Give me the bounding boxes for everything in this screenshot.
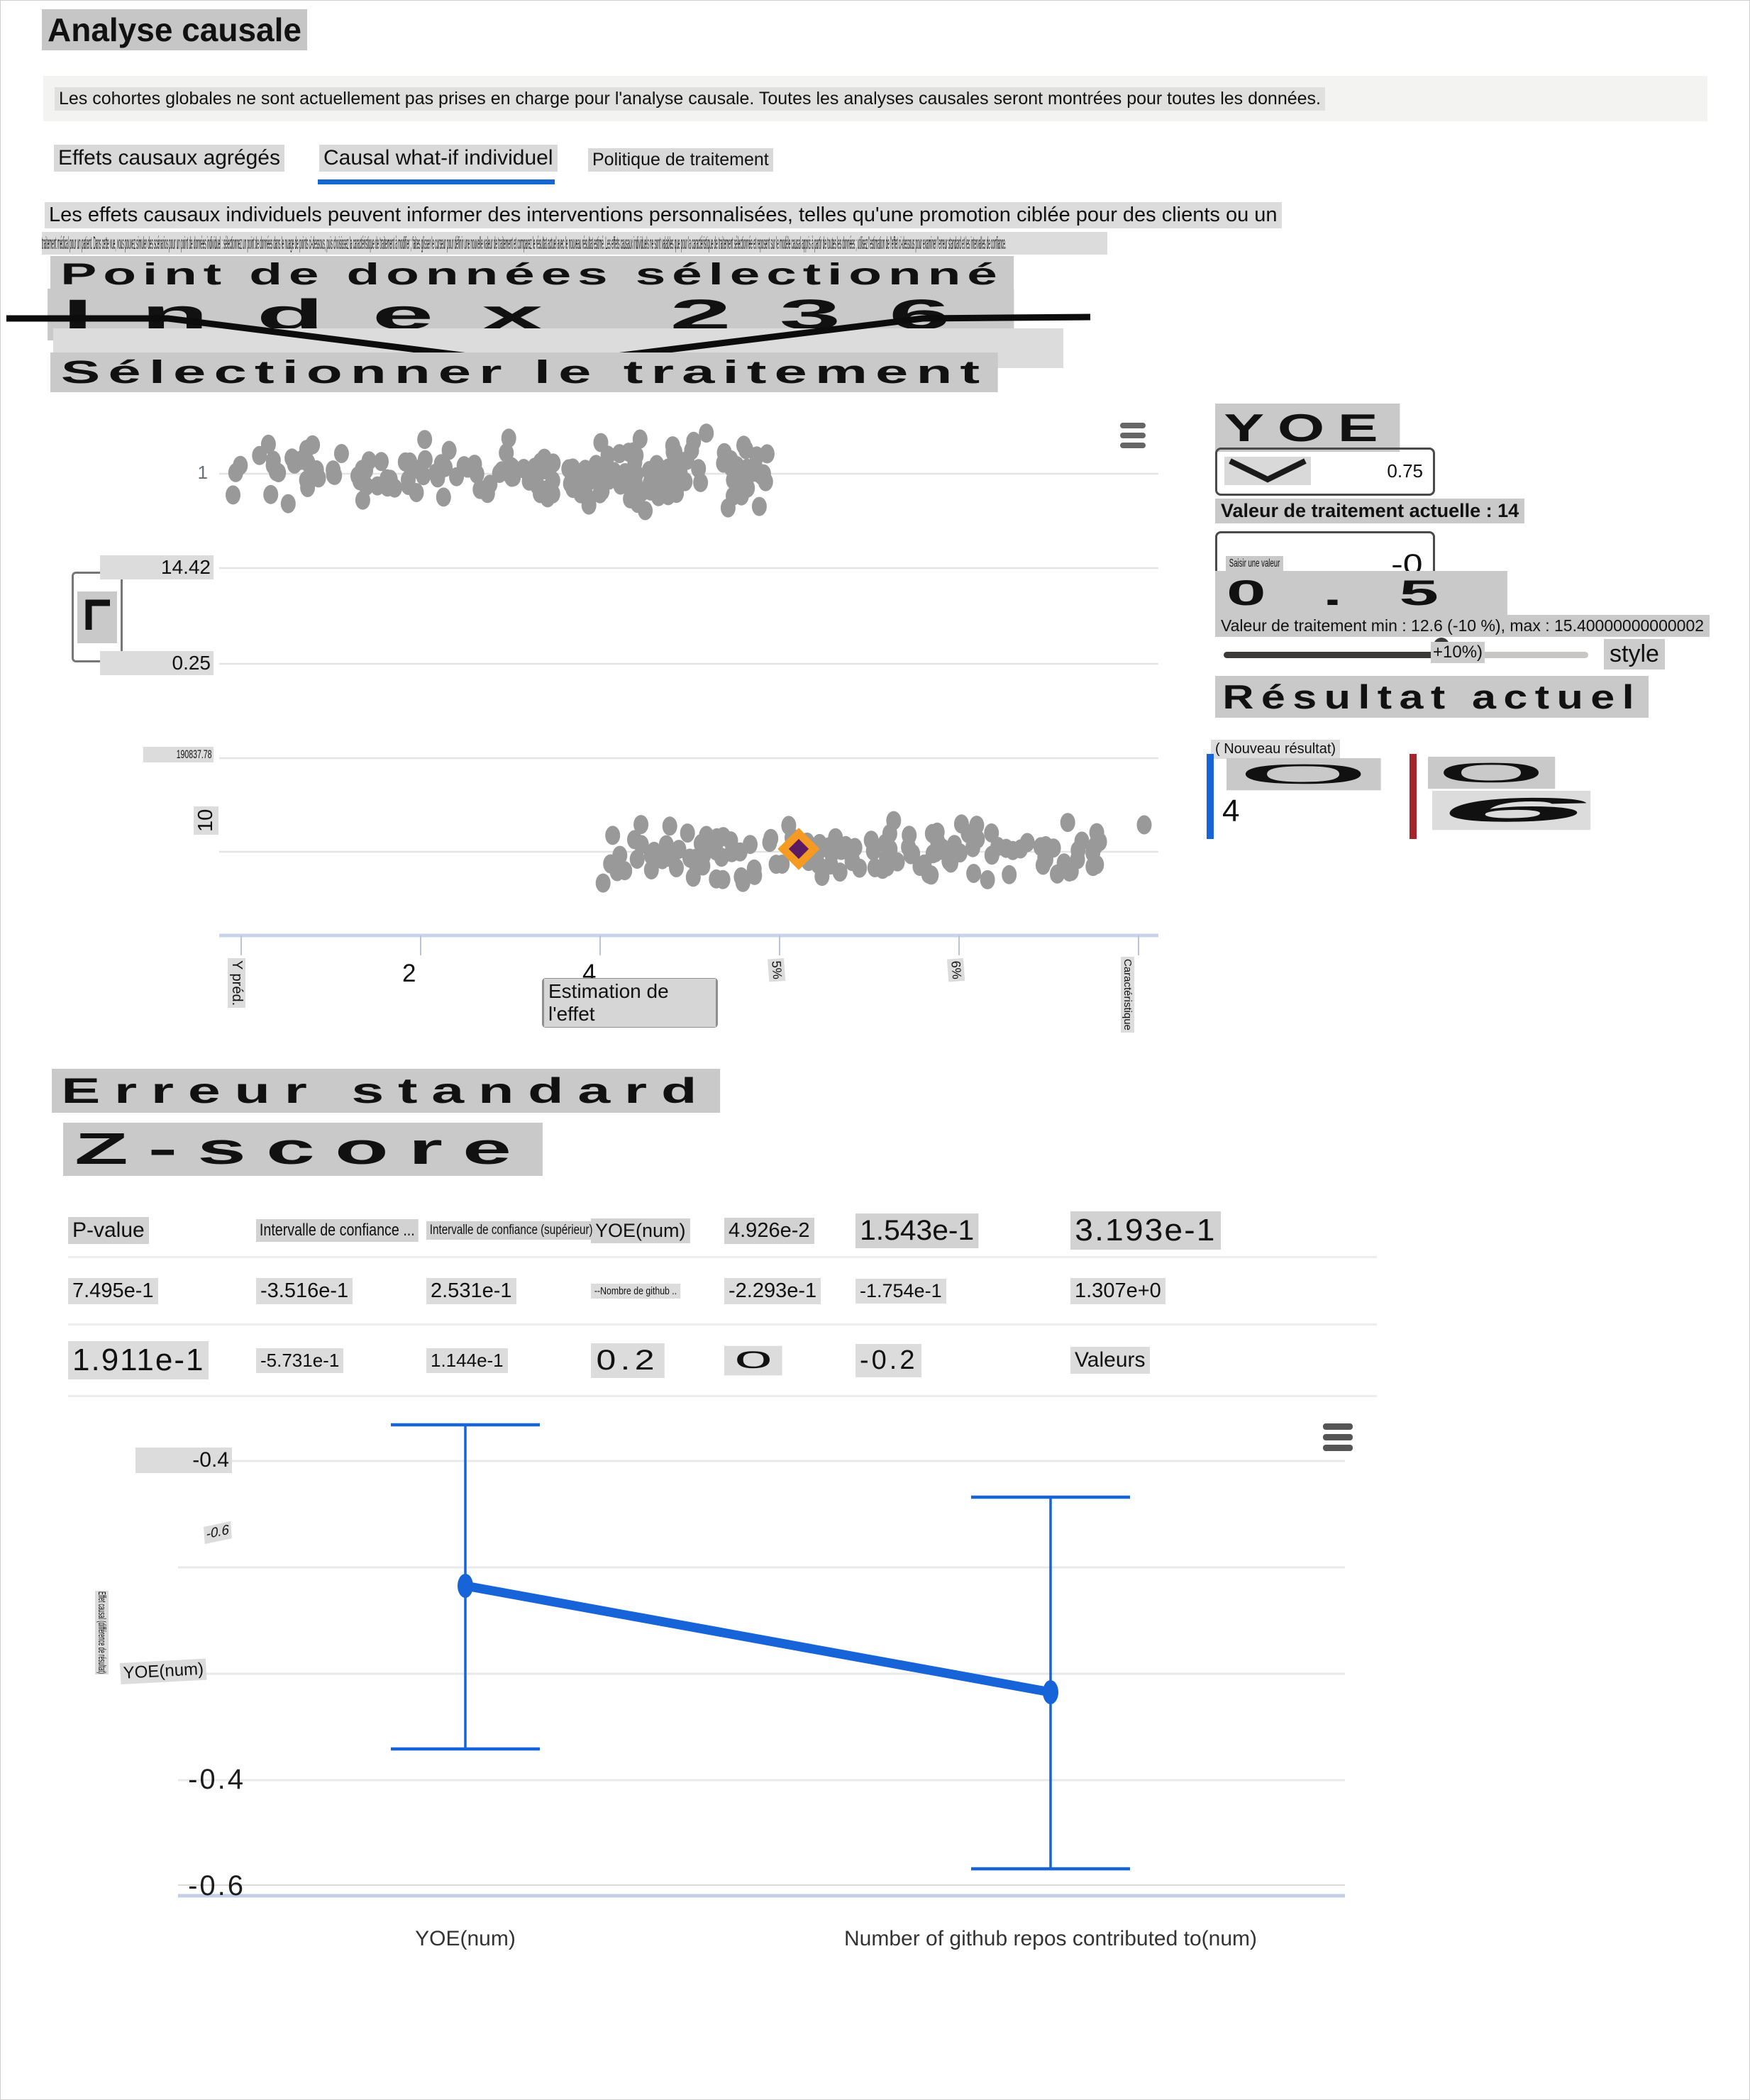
info-banner-text: Les cohortes globales ne sont actuelleme… — [55, 87, 1325, 111]
info-banner: Les cohortes globales ne sont actuelleme… — [43, 76, 1707, 121]
scatter-x-tick-label: 6% — [947, 958, 965, 982]
scatter-x-tick-label: Y préd. — [228, 958, 245, 1009]
scatter-y-tick-label: 10 — [194, 806, 218, 835]
table-cell: 1.144e-1 — [426, 1348, 591, 1373]
errorbar-point[interactable] — [971, 1495, 1130, 1871]
description-line2: traitement médical pour un patient. Dans… — [42, 232, 1107, 255]
treatment-feature-heading: YOE — [1215, 404, 1400, 452]
table-row: 1.911e-1 -5.731e-1 1.144e-1 0.2 0 -0.2 Valeurs — [68, 1326, 1377, 1397]
table-cell: -1.754e-1 — [855, 1278, 1070, 1304]
scatter-x-tick-label: 5% — [768, 958, 786, 982]
table-cell: 1.307e+0 — [1070, 1277, 1377, 1304]
page-title: Analyse causale — [42, 9, 308, 50]
table-header-cell: Intervalle de confiance (supérieur) — [426, 1221, 597, 1240]
table-cell: 7.495e-1 — [68, 1277, 256, 1304]
current-treatment-label: Valeur de traitement actuelle : 14 — [1215, 499, 1525, 523]
scatter-y-tick-label: 14.42 — [100, 555, 214, 579]
new-outcome-color-bar — [1410, 754, 1417, 839]
spinner-label: Saisir une valeur — [1226, 556, 1284, 572]
table-cell: Valeurs — [1070, 1347, 1377, 1374]
errorbar-y-tick-label: -0.4 — [135, 1448, 232, 1473]
treatment-feature-combobox[interactable]: 0.75 — [1215, 448, 1435, 496]
errorbar-y-axis-secondary-label: YOE(num) — [120, 1658, 207, 1684]
standard-error-heading: Erreur standard — [52, 1069, 721, 1113]
scatter-y-axis-button[interactable] — [72, 572, 123, 662]
table-header-cell: YOE(num) — [591, 1218, 724, 1243]
current-outcome-color-bar — [1207, 754, 1214, 839]
table-header-cell: 4.926e-2 — [724, 1217, 855, 1244]
table-cell: -0.2 — [855, 1343, 1070, 1377]
selected-datapoint-heading: Point de données sélectionné — [50, 256, 1014, 294]
table-header-row: P-value Intervalle de confiance ... Interv… — [68, 1205, 1377, 1258]
table-cell: --Nombre de github .. — [591, 1283, 724, 1299]
scatter-x-tick-label: Caractéristique — [1121, 957, 1134, 1033]
table-header-cell: 3.193e-1 — [1070, 1211, 1377, 1250]
scatter-y-tick-label: 1 — [197, 462, 208, 483]
z-score-heading: Z-score — [63, 1123, 543, 1176]
current-outcome-value-digit1: 0 — [1226, 758, 1380, 791]
whatif-scatter-chart[interactable] — [72, 404, 1178, 1028]
slider-fill — [1224, 652, 1441, 658]
tab-causal-what-if-individuel[interactable]: Causal what-if individuel — [319, 145, 558, 172]
table-header-cell: P-value — [68, 1217, 256, 1244]
errorbar-y-tick-label: -0.6 — [188, 1870, 245, 1901]
slider-style-label: style — [1604, 639, 1665, 670]
new-outcome-value-digit1: 0 — [1428, 757, 1555, 789]
scatter-x-tick-label: 2 — [402, 960, 416, 987]
table-cell: -3.516e-1 — [256, 1277, 426, 1304]
errorbar-y-axis-title: Effet causal (différence de résultat) — [95, 1591, 109, 1675]
description-line1: Les effets causaux individuels peuvent i… — [45, 202, 1282, 228]
slider-thumb-label: +10%) — [1431, 642, 1485, 663]
tab-effets-causaux-agr-g-s[interactable]: Effets causaux agrégés — [54, 145, 284, 172]
table-cell: -5.731e-1 — [256, 1348, 426, 1373]
select-treatment-heading: Sélectionner le traitement — [50, 352, 999, 392]
table-header-cell: Intervalle de confiance ... — [256, 1219, 426, 1242]
tab-selected-underline — [318, 179, 555, 184]
table-cell: 1.911e-1 — [68, 1341, 256, 1379]
scatter-menu-icon[interactable] — [1120, 423, 1146, 448]
treatment-range-label: Valeur de traitement min : 12.6 (-10 %),… — [1215, 615, 1710, 637]
rotated-axis-glyph-icon — [77, 591, 117, 643]
errorbar-menu-icon[interactable] — [1323, 1423, 1353, 1451]
effect-estimation-button-label: Estimation de l'effet — [544, 979, 716, 1027]
table-header-cell: 1.543e-1 — [855, 1213, 1070, 1248]
new-outcome-subheading: ( Nouveau résultat) — [1211, 740, 1341, 759]
causal-effects-errorbar-chart[interactable] — [72, 1412, 1419, 1909]
errorbar-y-tick-label: -0.4 — [188, 1764, 245, 1795]
errorbar-point[interactable] — [391, 1423, 540, 1751]
current-outcome-heading: Résultat actuel — [1215, 676, 1649, 718]
scatter-y-tick-label: 0.25 — [100, 651, 214, 675]
current-outcome-value-digit2: 4 — [1222, 794, 1240, 828]
table-cell: 0.2 — [591, 1343, 724, 1378]
treatment-big-value: 0.5 — [1215, 571, 1507, 615]
tab-politique-de-traitement[interactable]: Politique de traitement — [588, 148, 773, 172]
new-outcome-value-digit2: 6 — [1432, 791, 1590, 830]
effect-estimation-button[interactable]: Estimation de l'effet — [542, 978, 718, 1028]
combobox-value: 0.75 — [1387, 460, 1423, 482]
table-row: 7.495e-1 -3.516e-1 2.531e-1 --Nombre de git… — [68, 1258, 1377, 1326]
table-cell: -2.293e-1 — [724, 1277, 855, 1304]
scatter-points[interactable] — [226, 423, 1152, 893]
errorbar-x-category-label: Number of github repos contributed to(nu… — [844, 1927, 1257, 1950]
table-cell: 0 — [724, 1343, 855, 1378]
combobox-chevron-icon — [1224, 457, 1311, 485]
causal-stats-table: P-value Intervalle de confiance ... Interv… — [68, 1205, 1377, 1397]
scatter-y-tick-label: 190837.78 — [143, 747, 214, 762]
table-cell: 2.531e-1 — [426, 1277, 591, 1304]
errorbar-x-category-label: YOE(num) — [415, 1927, 516, 1950]
treatment-slider[interactable] — [1224, 652, 1588, 658]
